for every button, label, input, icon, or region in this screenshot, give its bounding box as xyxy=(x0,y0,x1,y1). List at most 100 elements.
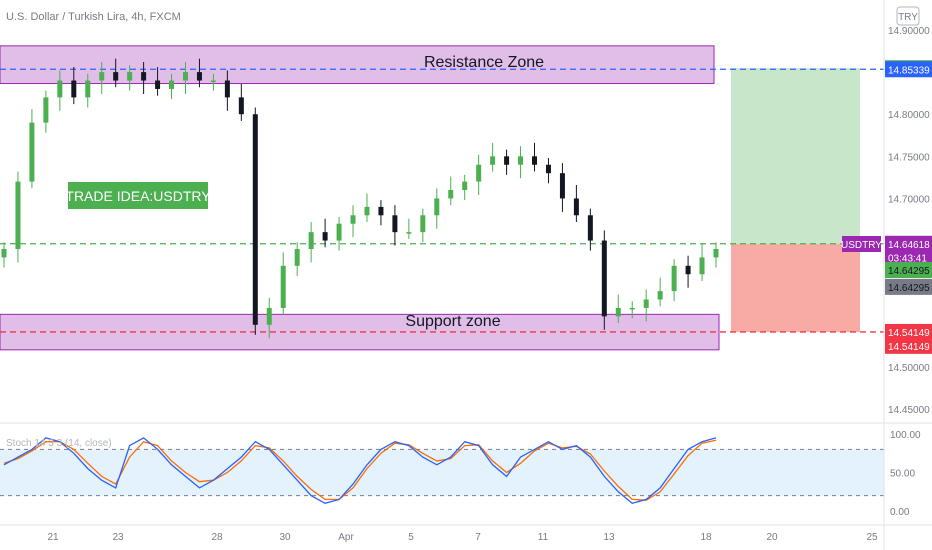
candle-body xyxy=(266,307,272,325)
price-tick: 14.45000 xyxy=(888,405,930,416)
candle-body xyxy=(629,307,635,310)
price-tick: 14.75000 xyxy=(888,152,930,163)
candle-body xyxy=(378,206,384,216)
stop-area xyxy=(731,243,860,332)
candle-body xyxy=(113,72,119,81)
candle-body xyxy=(448,190,454,199)
stoch-tick: 0.00 xyxy=(890,507,910,518)
resistance-zone xyxy=(0,45,715,85)
candle-body xyxy=(545,164,551,174)
price-tag: 14.64295 xyxy=(885,278,932,295)
stoch-tick: 100.00 xyxy=(890,430,921,441)
support-zone-label: Support zone xyxy=(405,313,500,330)
candle-body xyxy=(71,80,77,98)
price-tag: 14.85339 xyxy=(885,61,932,78)
price-tick: 14.90000 xyxy=(888,26,930,37)
symbol-tag-text: USDTRY xyxy=(841,240,882,251)
candle-body xyxy=(85,80,91,98)
time-label: 21 xyxy=(47,532,59,543)
candle-body xyxy=(392,215,398,233)
candle-body xyxy=(490,156,496,165)
candle-body xyxy=(169,80,175,89)
price-tag-text: 14.64295 xyxy=(888,283,930,294)
price-axis[interactable]: 14.90000 14.80000 14.75000 14.70000 14.50000… xyxy=(885,26,932,416)
candle-body xyxy=(518,156,524,165)
stochastic-title: Stoch 14 3 3 (14, close) xyxy=(6,438,112,449)
candle-body xyxy=(252,114,258,325)
price-tag-text: 14.54149 xyxy=(888,342,930,353)
candle-body xyxy=(29,122,35,182)
candle-body xyxy=(406,232,412,234)
stoch-band xyxy=(0,449,884,496)
candle-body xyxy=(532,156,538,165)
time-label: 23 xyxy=(112,532,124,543)
time-label: 30 xyxy=(279,532,291,543)
candles-layer[interactable] xyxy=(1,58,719,339)
candle-body xyxy=(573,198,579,216)
price-tag-text: 14.64295 xyxy=(888,266,930,277)
stoch-k-line xyxy=(3,437,717,505)
candle-body xyxy=(685,265,691,275)
stoch-d-line xyxy=(3,439,717,501)
stoch-tick: 50.00 xyxy=(890,469,915,480)
candle-body xyxy=(504,156,510,165)
currency-badge-text: TRY xyxy=(898,12,918,23)
price-tag-background xyxy=(885,235,932,252)
price-tag: 14.54149 xyxy=(885,323,932,340)
candle-body xyxy=(141,72,147,81)
candle-body xyxy=(43,97,49,123)
time-label: 11 xyxy=(538,532,549,543)
price-tag-text: 14.54149 xyxy=(888,328,930,339)
price-tag: 14.64295 xyxy=(885,262,932,279)
candle-body xyxy=(127,72,133,81)
resistance-zone-label: Resistance Zone xyxy=(424,54,544,71)
currency-badge[interactable]: TRY xyxy=(896,6,920,26)
candle-body xyxy=(15,181,21,249)
support-zone xyxy=(0,313,720,351)
price-tag-background xyxy=(885,337,932,354)
stochastic-panel[interactable]: 100.00 50.00 0.00 xyxy=(0,430,921,518)
candle-body xyxy=(587,215,593,241)
candle-body xyxy=(336,223,342,241)
candle-body xyxy=(462,181,468,191)
time-axis[interactable]: 21 23 28 30 Apr 5 7 11 13 18 20 25 xyxy=(47,532,878,543)
time-label: 18 xyxy=(700,532,712,543)
candle-body xyxy=(615,307,621,317)
price-tag-background xyxy=(885,262,932,279)
candle-body xyxy=(1,248,7,258)
time-label: 20 xyxy=(766,532,778,543)
candle-body xyxy=(657,291,663,300)
candle-body xyxy=(601,240,607,317)
candle-body xyxy=(420,215,426,233)
candle-body xyxy=(280,265,286,308)
candle-body xyxy=(155,80,161,89)
price-tick: 14.50000 xyxy=(888,363,930,374)
price-tag-background xyxy=(885,61,932,78)
time-label: 13 xyxy=(603,532,615,543)
price-tag-text: 03:43:41 xyxy=(888,253,927,264)
time-label: Apr xyxy=(338,532,354,543)
time-label: 7 xyxy=(475,532,481,543)
trade-idea-text: TRADE IDEA:USDTRY xyxy=(65,188,211,204)
candle-body xyxy=(238,97,244,115)
price-tick: 14.80000 xyxy=(888,110,930,121)
candle-body xyxy=(308,232,314,249)
price-tick: 14.70000 xyxy=(888,194,930,205)
candle-body xyxy=(182,72,188,81)
candle-body xyxy=(476,164,482,182)
candle-body xyxy=(294,248,300,266)
price-tag-background xyxy=(885,278,932,295)
candle-body xyxy=(224,80,230,98)
candle-body xyxy=(434,198,440,216)
candle-body xyxy=(99,72,105,81)
candle-body xyxy=(196,72,202,81)
trade-idea-box: TRADE IDEA:USDTRY xyxy=(65,182,211,209)
zones-layer xyxy=(0,45,884,351)
target-area xyxy=(731,68,860,244)
candle-body xyxy=(350,215,356,224)
price-tag: 14.64618 xyxy=(885,235,932,252)
candle-body xyxy=(364,206,370,216)
price-tag-text: 14.64618 xyxy=(888,240,930,251)
time-label: 28 xyxy=(211,532,223,543)
